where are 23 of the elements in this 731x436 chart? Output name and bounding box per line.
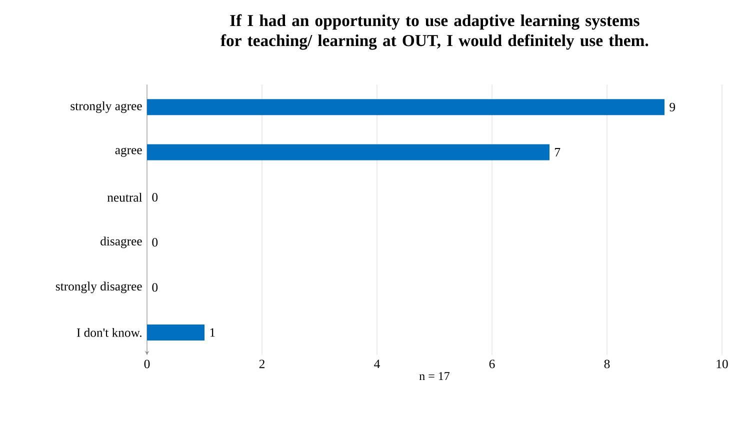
x-tick-label: 2 [259, 360, 264, 368]
data-label: 1 [210, 328, 215, 337]
bar [147, 99, 665, 116]
bar [147, 144, 550, 160]
y-tick-label: strongly disagree [56, 282, 142, 294]
y-tick-label: neutral [107, 192, 142, 202]
x-tick-label: 6 [489, 360, 495, 368]
data-label: 0 [152, 238, 158, 247]
y-tick-label: I don't know. [76, 328, 142, 337]
y-tick-label: disagree [100, 236, 142, 248]
x-tick-label: 8 [604, 360, 610, 368]
y-tick-label: strongly agree [70, 101, 142, 113]
data-label: 0 [152, 192, 158, 202]
x-axis-title: n = 17 [419, 372, 450, 380]
y-tick-label: agree [115, 148, 142, 157]
data-label: 7 [555, 148, 560, 156]
data-label: 9 [670, 102, 676, 112]
x-tick-label: 0 [144, 360, 150, 368]
data-label: 0 [152, 283, 158, 292]
x-tick-label: 10 [716, 360, 728, 368]
bar [147, 324, 205, 340]
x-tick-label: 4 [374, 360, 380, 368]
chart-title: If I had an opportunity to use adaptive learning systems for teaching/ learning at OUT, I would definitely use them. [220, 14, 648, 50]
